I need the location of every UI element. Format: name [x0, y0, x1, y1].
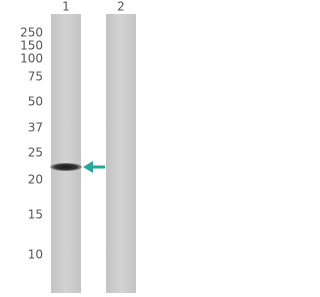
lane-label: 1 — [62, 0, 70, 14]
marker-label: 25 — [28, 146, 43, 160]
lane-label: 2 — [117, 0, 125, 14]
marker-label: 10 — [28, 248, 43, 262]
marker-label: 150 — [20, 39, 43, 53]
marker-label: 50 — [28, 95, 43, 109]
protein-band — [50, 163, 82, 171]
lane — [106, 14, 136, 293]
marker-label: 75 — [28, 70, 43, 84]
marker-label: 100 — [20, 52, 43, 66]
marker-label: 20 — [28, 173, 43, 187]
marker-label: 37 — [28, 121, 43, 135]
lane — [51, 14, 81, 293]
marker-label: 15 — [28, 208, 43, 222]
arrow — [83, 161, 105, 173]
marker-label: 250 — [20, 26, 43, 40]
arrow-head — [83, 161, 93, 173]
